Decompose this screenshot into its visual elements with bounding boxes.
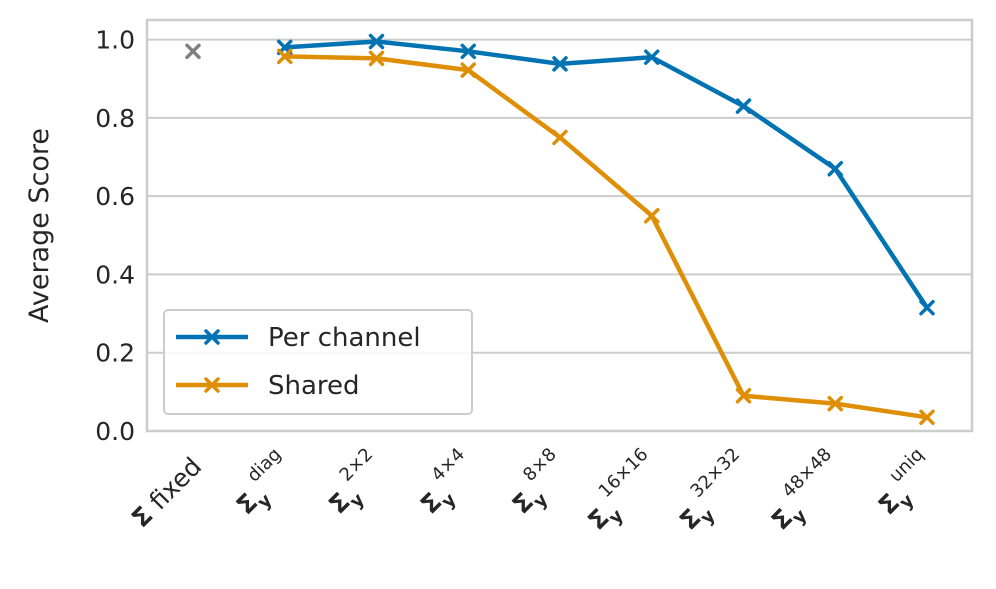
data-point [277,48,293,65]
data-point [460,62,476,78]
legend-label: Shared [268,371,360,401]
y-tick-label: 0.4 [95,260,135,289]
legend-entry: Per channel [176,323,421,353]
data-point [460,43,476,60]
legend: Per channel Shared [163,309,473,415]
x-tick-label: Σ fixed [126,452,207,533]
svg-text:Σyuniq: Σyuniq [865,444,946,525]
svg-text:Σy48×48: Σy48×48 [758,444,855,541]
svg-text:Σydiag: Σydiag [223,444,304,525]
x-tick-label: Σydiag [223,444,304,525]
x-tick-label: Σy8×8 [499,444,579,524]
y-tick-label: 0.0 [95,417,135,446]
legend-entry: Shared [176,371,360,401]
legend-label: Per channel [268,323,421,353]
data-point [919,409,935,426]
svg-text:Σy32×32: Σy32×32 [666,444,763,541]
data-point [368,33,385,50]
x-tick-label: Σyuniq [865,444,946,525]
x-tick-label: Σy16×16 [574,444,671,541]
data-point [644,207,660,224]
legend-marker [204,329,220,345]
reference-layer [185,43,201,60]
reference-point [185,43,201,60]
data-point [827,160,843,177]
series-line [284,54,928,420]
data-point [644,49,660,65]
data-point [735,98,752,114]
y-tick-label: 0.8 [95,104,135,133]
svg-text:Σy4×4: Σy4×4 [407,444,487,524]
series-shared [277,48,935,426]
y-axis-label: Average Score [24,128,55,323]
data-point [368,50,385,67]
y-tick-labels: 0.0 0.2 0.4 0.6 0.8 1.0 [95,26,135,446]
series-layer [277,33,935,426]
y-tick-label: 0.6 [95,182,135,211]
data-point [552,129,568,146]
x-tick-labels: Σ fixed ΣydiagΣy2×2Σy4×4Σy8×8Σy16×16Σy32×… [126,444,946,541]
series-line [284,39,929,309]
svg-text:Σy8×8: Σy8×8 [499,444,579,524]
svg-text:Σ fixed: Σ fixed [126,452,207,533]
plot-frame [145,18,974,433]
x-tick-label: Σy48×48 [758,444,855,541]
y-tick-label: 1.0 [95,26,135,55]
data-point [735,388,752,404]
x-tick-label: Σy4×4 [407,444,487,524]
legend-marker [204,377,220,393]
data-point [552,56,568,72]
svg-text:Σy2×2: Σy2×2 [315,444,395,524]
x-tick-label: Σy32×32 [666,444,763,541]
series-per-channel [277,33,935,316]
data-point [827,395,843,412]
data-point [919,299,935,316]
x-tick-label: Σy2×2 [315,444,395,524]
y-tick-label: 0.2 [95,339,135,368]
svg-text:Σy16×16: Σy16×16 [574,444,671,541]
